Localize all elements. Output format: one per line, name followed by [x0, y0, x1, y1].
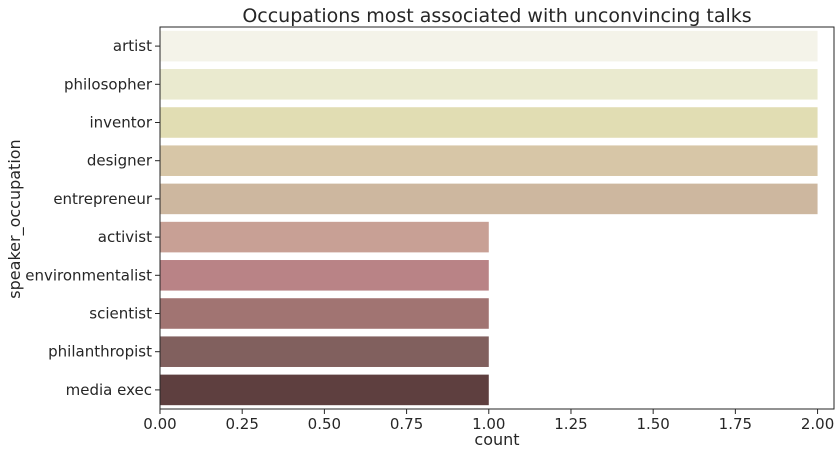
bars-group — [160, 30, 818, 406]
y-tick-label: environmentalist — [25, 266, 152, 284]
bar-media-exec — [160, 374, 489, 406]
x-axis-title: count — [474, 430, 519, 449]
x-tick-label: 0.25 — [225, 415, 258, 433]
bar-scientist — [160, 298, 489, 329]
y-axis-title: speaker_occupation — [5, 139, 25, 298]
x-tick-label: 1.50 — [636, 415, 669, 433]
x-tick-label: 0.75 — [390, 415, 423, 433]
y-tick-label: inventor — [89, 114, 152, 132]
y-tick-label: artist — [113, 37, 152, 55]
x-tick-label: 1.25 — [554, 415, 587, 433]
bar-entrepreneur — [160, 183, 818, 215]
x-tick-label: 1.00 — [472, 415, 505, 433]
y-tick-label: philosopher — [64, 75, 153, 93]
bar-inventor — [160, 107, 818, 138]
y-tick-label: designer — [87, 152, 153, 170]
x-tick-label: 1.75 — [719, 415, 752, 433]
plot-frame — [159, 26, 835, 410]
y-tick-label: scientist — [89, 305, 152, 323]
bar-philanthropist — [160, 336, 489, 367]
bar-philosopher — [160, 69, 818, 100]
bar-environmentalist — [160, 260, 489, 291]
y-tick-label: entrepreneur — [53, 190, 153, 208]
x-tick-label: 0.50 — [308, 415, 341, 433]
y-tick-labels: artist philosopher inventor designer entrepr… — [25, 37, 160, 399]
x-ticks: 0.00 0.25 0.50 0.75 1.00 1.25 1.50 1.75 2.00 — [143, 409, 834, 433]
bar-activist — [160, 221, 489, 253]
x-tick-label: 0.00 — [143, 415, 176, 433]
chart-title: Occupations most associated with unconvi… — [242, 5, 751, 27]
x-tick-label: 2.00 — [801, 415, 834, 433]
y-tick-label: philanthropist — [48, 343, 152, 361]
y-tick-label: activist — [98, 228, 152, 246]
y-tick-label: media exec — [66, 381, 152, 399]
bar-artist — [160, 30, 818, 62]
bar-designer — [160, 145, 818, 176]
